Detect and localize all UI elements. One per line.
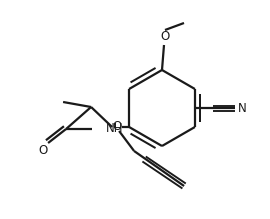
Text: O: O [113, 120, 122, 134]
Text: O: O [38, 143, 48, 157]
Text: NH: NH [106, 122, 124, 136]
Text: O: O [160, 30, 170, 42]
Text: N: N [238, 101, 246, 115]
